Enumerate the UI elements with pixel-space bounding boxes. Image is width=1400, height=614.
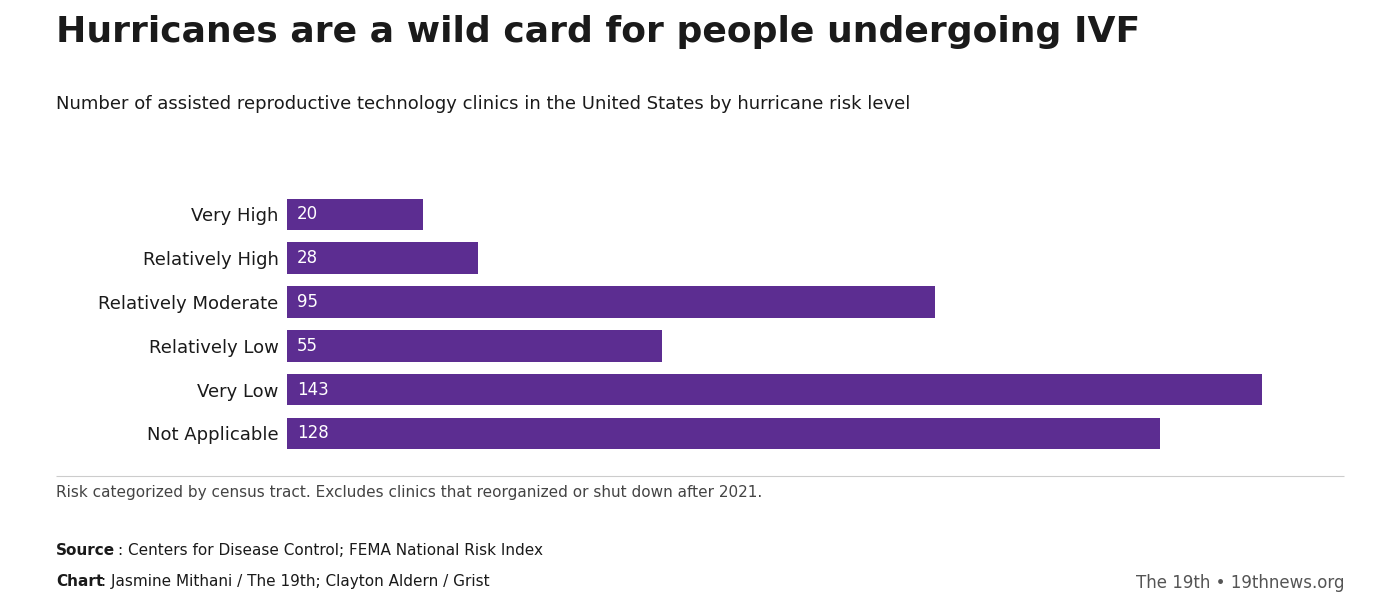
Text: 143: 143 <box>297 381 329 398</box>
Bar <box>287 243 477 274</box>
Bar <box>287 374 1263 405</box>
Text: The 19th • 19thnews.org: The 19th • 19thnews.org <box>1135 574 1344 592</box>
Text: 55: 55 <box>297 336 318 355</box>
Text: : Centers for Disease Control; FEMA National Risk Index: : Centers for Disease Control; FEMA Nati… <box>118 543 543 558</box>
Text: 20: 20 <box>297 206 318 223</box>
Text: 128: 128 <box>297 424 329 442</box>
Bar <box>287 199 423 230</box>
Text: Risk categorized by census tract. Excludes clinics that reorganized or shut down: Risk categorized by census tract. Exclud… <box>56 485 762 500</box>
Bar <box>287 286 935 318</box>
Text: : Jasmine Mithani / The 19th; Clayton Aldern / Grist: : Jasmine Mithani / The 19th; Clayton Al… <box>101 574 490 589</box>
Text: Hurricanes are a wild card for people undergoing IVF: Hurricanes are a wild card for people un… <box>56 15 1140 49</box>
Text: Number of assisted reproductive technology clinics in the United States by hurri: Number of assisted reproductive technolo… <box>56 95 910 113</box>
Text: 28: 28 <box>297 249 318 267</box>
Bar <box>287 330 662 362</box>
Text: 95: 95 <box>297 293 318 311</box>
Text: Source: Source <box>56 543 115 558</box>
Text: Chart: Chart <box>56 574 104 589</box>
Bar <box>287 418 1159 449</box>
